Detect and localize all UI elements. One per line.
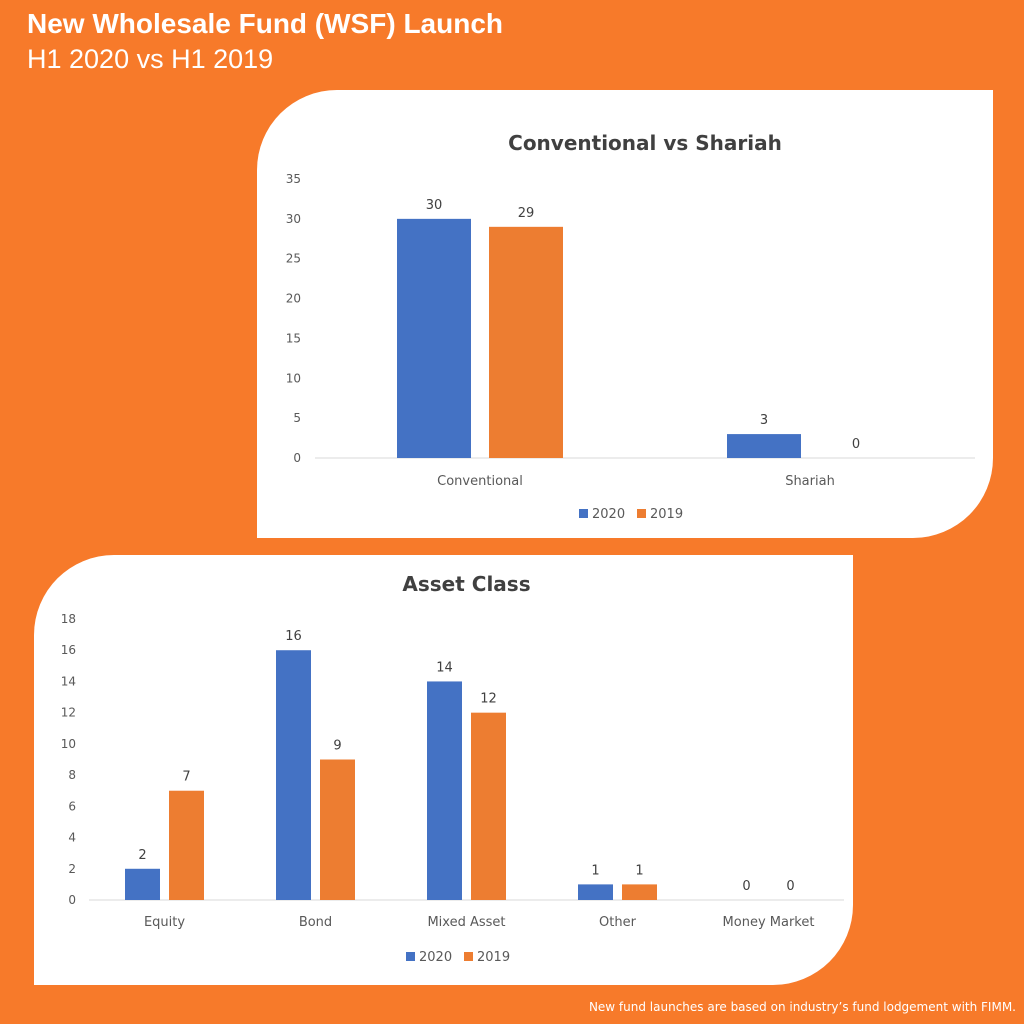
y-tick-label: 18: [61, 612, 76, 626]
x-category-label: Mixed Asset: [427, 915, 505, 930]
y-tick-label: 5: [293, 411, 301, 425]
page-subtitle: H1 2020 vs H1 2019: [27, 44, 274, 74]
chart-panel-asset-class: Asset Class 0 2 4 6 8 10 12 14 16 18 2 7 Equity 16 9 Bon…: [34, 555, 853, 985]
legend-label-2020: 2020: [592, 507, 625, 522]
bar-2019-equity: [169, 790, 204, 900]
bar-2019-bond: [320, 759, 355, 900]
x-category-label: Bond: [299, 915, 332, 930]
y-tick-label: 16: [61, 643, 76, 657]
bar-2020-bond: [276, 650, 311, 900]
x-category-label: Other: [599, 915, 637, 930]
y-tick-label: 8: [68, 768, 76, 782]
data-label: 2: [138, 848, 146, 863]
bar-2020-equity: [125, 868, 160, 900]
y-tick-label: 0: [293, 451, 301, 465]
chart-conventional-vs-shariah: Conventional vs Shariah05101520253035302…: [286, 131, 975, 522]
bar-2020-shariah: [727, 434, 801, 458]
legend-swatch-2020: [579, 509, 588, 518]
legend-swatch-2020: [406, 952, 415, 961]
legend-label-2019: 2019: [477, 950, 510, 965]
bar-2020-mixed-asset: [427, 681, 462, 900]
data-label: 1: [591, 863, 599, 878]
bar-2020-other: [578, 884, 613, 900]
data-label: 12: [480, 692, 497, 707]
chart-panel-conventional-vs-shariah: Conventional vs Shariah 0 5 10 15 20 25 30 35 30 2…: [257, 90, 993, 538]
y-tick-label: 2: [68, 862, 76, 876]
data-label: 0: [786, 879, 794, 894]
footnote: New fund launches are based on industry’…: [588, 1000, 1016, 1014]
data-label: 29: [518, 206, 535, 221]
legend-label-2020: 2020: [419, 950, 452, 965]
y-tick-label: 25: [286, 252, 301, 266]
y-tick-label: 14: [61, 674, 76, 688]
y-tick-label: 0: [68, 893, 76, 907]
data-label: 30: [426, 198, 443, 213]
data-label: 3: [760, 413, 768, 428]
y-tick-label: 12: [61, 706, 76, 720]
x-category-label: Money Market: [723, 915, 815, 930]
data-label: 1: [635, 863, 643, 878]
data-label: 0: [852, 437, 860, 452]
y-tick-label: 6: [68, 799, 76, 813]
y-tick-label: 10: [61, 737, 76, 751]
y-tick-label: 20: [286, 292, 301, 306]
bar-2019-mixed-asset: [471, 712, 506, 900]
bar-2019-conventional: [489, 226, 563, 458]
x-category-label: Equity: [144, 915, 185, 930]
y-tick-label: 30: [286, 212, 301, 226]
legend-label-2019: 2019: [650, 507, 683, 522]
y-tick-label: 35: [286, 172, 301, 186]
bar-2020-conventional: [397, 218, 471, 458]
bar-2019-other: [622, 884, 657, 900]
x-category-label: Shariah: [785, 474, 835, 489]
chart-title: Asset Class: [402, 572, 530, 596]
chart-title: Conventional vs Shariah: [508, 131, 782, 155]
data-label: 14: [436, 660, 453, 675]
legend-swatch-2019: [464, 952, 473, 961]
y-tick-label: 15: [286, 331, 301, 345]
page-title: New Wholesale Fund (WSF) Launch: [27, 8, 503, 39]
legend-swatch-2019: [637, 509, 646, 518]
data-label: 9: [333, 739, 341, 754]
data-label: 16: [285, 629, 302, 644]
x-category-label: Conventional: [437, 474, 523, 489]
y-tick-label: 10: [286, 371, 301, 385]
data-label: 7: [182, 770, 190, 785]
data-label: 0: [742, 879, 750, 894]
chart-asset-class: Asset Class02468101214161827Equity169Bon…: [61, 572, 844, 965]
y-tick-label: 4: [68, 831, 76, 845]
